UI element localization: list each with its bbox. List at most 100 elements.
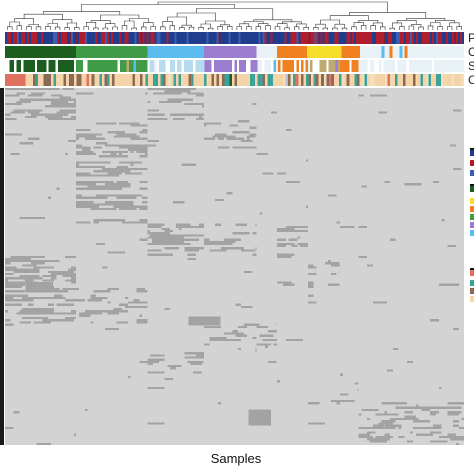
heatmap-block (25, 281, 54, 293)
track-c2-cell (188, 74, 192, 86)
heatmap-cell (201, 102, 204, 106)
heatmap-cell (48, 117, 60, 121)
track-s-cell (232, 60, 235, 72)
track-c2-cell (66, 74, 69, 86)
heatmap-cell (76, 163, 80, 166)
track-c2-cell (254, 74, 258, 86)
heatmap-cell (27, 303, 34, 306)
track-s-cell (23, 60, 26, 72)
track-c2-cell (158, 74, 161, 86)
track-s-cell (252, 60, 256, 72)
track-s-cell (112, 60, 116, 72)
track-p-cell (178, 32, 181, 44)
track-p-cell (224, 32, 227, 44)
heatmap-cell (22, 268, 40, 271)
heatmap-cell (113, 122, 117, 125)
heatmap-cell (249, 133, 256, 136)
track-p-cell (346, 32, 349, 44)
legend-swatch (470, 160, 474, 166)
track-c2-cell (451, 74, 454, 86)
heatmap-cell (22, 296, 26, 300)
track-s-cell (225, 60, 228, 72)
track-s-cell (454, 60, 458, 72)
heatmap-cell (226, 137, 244, 140)
heatmap-cell (142, 301, 148, 304)
heatmap-cell (187, 92, 204, 95)
track-p-cell (238, 32, 241, 44)
heatmap-cell (59, 270, 74, 273)
track-p-cell (126, 32, 129, 44)
track-c2-cell (81, 74, 85, 86)
heatmap-cell (361, 185, 368, 188)
heatmap-cell (79, 194, 82, 197)
heatmap-cell (220, 247, 227, 250)
track-p-cell (420, 32, 423, 44)
heatmap-cell (395, 406, 413, 409)
track-c2-cell (165, 74, 169, 86)
track-c2-cell (443, 74, 447, 86)
track-s-cell (14, 60, 17, 72)
track-p-cell (404, 32, 407, 44)
track-c2-cell (410, 74, 414, 86)
heatmap-cell (235, 339, 242, 342)
track-s-cell (275, 60, 279, 72)
track-s-cell (32, 60, 36, 72)
track-p-cell (102, 32, 105, 44)
heatmap-cell (19, 142, 34, 145)
track-p-cell (306, 32, 309, 44)
track-s-cell (282, 60, 286, 72)
track-c2-cell (395, 74, 398, 86)
track-c2-cell (267, 74, 271, 86)
track-s-cell (438, 60, 442, 72)
track-p-cell (364, 32, 367, 44)
heatmap-cell (59, 96, 71, 99)
heatmap-cell (375, 426, 382, 430)
track-s-cell (103, 60, 107, 72)
track-c2-cell (117, 74, 120, 86)
heatmap-cell (330, 399, 341, 403)
heatmap-cell (70, 310, 77, 313)
track-c2-cell (341, 74, 345, 86)
track-c-group (5, 46, 77, 58)
track-c2-cell (56, 74, 59, 86)
track-c2-cell (27, 74, 31, 86)
track-s-cell (367, 60, 371, 72)
track-p-cell (16, 32, 20, 44)
track-p-cell (134, 32, 137, 44)
heatmap-cell (375, 438, 390, 441)
heatmap-cell (93, 219, 97, 222)
heatmap-cell (7, 88, 14, 91)
heatmap-cell (42, 310, 54, 313)
track-s-cell (383, 60, 387, 72)
track-c2-cell (425, 74, 429, 86)
heatmap-cell (277, 242, 295, 246)
track-s-cell (110, 60, 114, 72)
heatmap-cell (144, 150, 148, 153)
track-s-cell (402, 60, 405, 72)
track-s-cell (62, 60, 65, 72)
track-label-p: P (468, 31, 474, 45)
track-c2-cell (7, 74, 11, 86)
heatmap-cell (181, 163, 197, 166)
track-s-cell (133, 60, 137, 72)
track-p-cell (228, 32, 231, 44)
heatmap-cell (10, 111, 26, 114)
legend-swatch (470, 296, 474, 302)
heatmap-cell (447, 406, 462, 409)
track-s-cell (163, 60, 166, 72)
track-p-cell (218, 32, 221, 44)
heatmap-cell (27, 321, 31, 324)
heatmap-cell (5, 268, 23, 271)
heatmap-cell (235, 303, 242, 306)
heatmap-cell (139, 187, 148, 190)
track-s-cell (424, 60, 428, 72)
track-s-cell (124, 60, 127, 72)
heatmap-cell (367, 417, 370, 421)
track-s-cell (399, 60, 403, 72)
heatmap-cell (262, 172, 274, 175)
heatmap-cell (450, 144, 456, 147)
track-s-cell (101, 60, 104, 72)
track-s-cell (307, 60, 311, 72)
track-s-cell (55, 60, 58, 72)
track-c-accent (381, 46, 385, 58)
